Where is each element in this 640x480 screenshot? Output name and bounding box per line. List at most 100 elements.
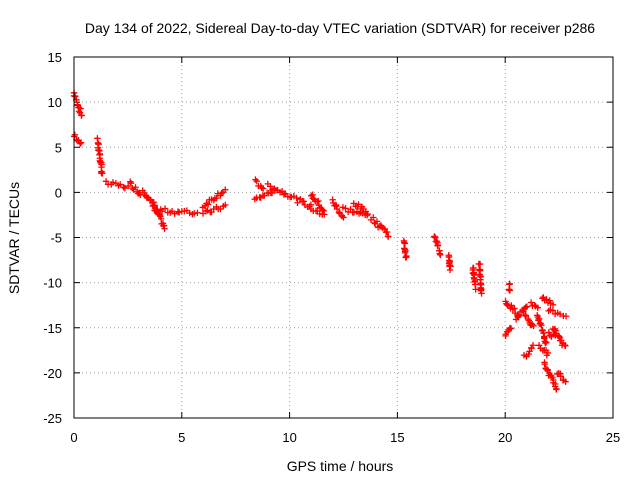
data-point xyxy=(222,201,229,209)
y-tick-label: 0 xyxy=(55,185,62,200)
data-point xyxy=(71,131,79,139)
data-point xyxy=(347,206,354,213)
data-point xyxy=(437,251,444,259)
data-point xyxy=(401,240,409,247)
data-point xyxy=(472,286,479,293)
data-point xyxy=(538,322,545,329)
data-point xyxy=(431,233,438,240)
data-point xyxy=(154,206,161,214)
data-point xyxy=(355,201,362,208)
data-point xyxy=(280,191,288,198)
data-point xyxy=(320,207,327,215)
data-point xyxy=(549,301,557,308)
data-point xyxy=(434,242,441,250)
data-point xyxy=(213,194,220,202)
data-point xyxy=(77,139,85,146)
data-point xyxy=(541,360,548,368)
data-point xyxy=(524,315,532,323)
data-point xyxy=(259,185,267,192)
data-point xyxy=(402,254,409,261)
y-tick-label: 5 xyxy=(55,140,62,155)
y-tick-label: 15 xyxy=(48,50,62,65)
data-point xyxy=(300,198,307,205)
data-point xyxy=(340,214,347,221)
data-point xyxy=(71,93,79,100)
data-point xyxy=(543,296,550,303)
data-point xyxy=(267,183,274,190)
data-point xyxy=(194,209,201,217)
data-point xyxy=(542,339,549,347)
data-point xyxy=(507,325,515,332)
data-point xyxy=(530,322,537,330)
data-point xyxy=(76,140,84,147)
y-tick-label: -10 xyxy=(43,276,62,291)
data-point xyxy=(364,210,371,218)
data-point xyxy=(535,342,543,349)
y-tick-label: -25 xyxy=(43,411,62,426)
data-point xyxy=(127,180,135,187)
x-tick-label: 10 xyxy=(282,430,296,445)
x-tick-label: 20 xyxy=(498,430,512,445)
data-point xyxy=(161,205,169,212)
data-point xyxy=(508,302,515,309)
data-point xyxy=(99,170,106,177)
chart-title: Day 134 of 2022, Sidereal Day-to-day VTE… xyxy=(85,20,595,36)
data-point xyxy=(333,205,341,213)
y-tick-label: -20 xyxy=(43,366,62,381)
data-point xyxy=(78,112,85,119)
data-point xyxy=(535,315,543,322)
data-point xyxy=(534,304,541,311)
x-tick-label: 0 xyxy=(70,430,77,445)
data-point xyxy=(124,182,132,190)
data-point xyxy=(557,373,564,380)
plot-frame xyxy=(73,56,614,419)
data-point xyxy=(401,248,409,255)
data-point xyxy=(204,201,212,208)
data-point xyxy=(150,199,158,206)
data-point xyxy=(400,239,408,246)
data-point xyxy=(476,260,484,268)
data-point xyxy=(120,184,127,191)
data-point xyxy=(511,305,518,312)
data-point xyxy=(117,181,124,188)
data-point xyxy=(278,187,286,195)
data-point xyxy=(446,266,454,274)
data-point xyxy=(527,299,535,306)
x-tick-label: 5 xyxy=(178,430,185,445)
data-point xyxy=(520,308,527,315)
y-tick-label: 10 xyxy=(48,95,62,110)
data-point xyxy=(515,311,523,319)
data-point xyxy=(350,209,358,216)
data-point xyxy=(373,218,381,225)
data-point xyxy=(529,342,537,349)
data-point xyxy=(526,348,533,355)
data-point xyxy=(97,158,104,165)
data-point xyxy=(403,252,410,260)
data-point xyxy=(109,179,117,186)
grid xyxy=(74,57,613,418)
data-point xyxy=(129,184,136,192)
data-point xyxy=(528,344,535,352)
data-point xyxy=(132,184,139,191)
y-axis-label: SDTVAR / TECUs xyxy=(6,182,22,294)
axis-ticks: 0 5 10 15 20 25 15 10 5 0 -5 -10 -15 -20 -25 xyxy=(43,50,620,445)
data-point xyxy=(562,342,569,350)
x-tick-label: 25 xyxy=(606,430,620,445)
data-point xyxy=(544,349,552,357)
data-point xyxy=(253,177,260,185)
y-tick-label: -15 xyxy=(43,321,62,336)
data-point xyxy=(151,202,158,209)
data-point xyxy=(161,225,168,232)
data-point xyxy=(506,287,514,294)
data-point xyxy=(552,380,559,388)
data-point xyxy=(294,199,301,206)
x-axis-label: GPS time / hours xyxy=(287,458,394,474)
data-point xyxy=(542,338,550,346)
y-tick-label: -5 xyxy=(50,231,62,246)
data-point xyxy=(562,378,569,385)
data-point xyxy=(555,333,563,340)
data-point xyxy=(171,210,178,217)
data-point xyxy=(478,290,485,297)
data-point xyxy=(562,313,570,320)
